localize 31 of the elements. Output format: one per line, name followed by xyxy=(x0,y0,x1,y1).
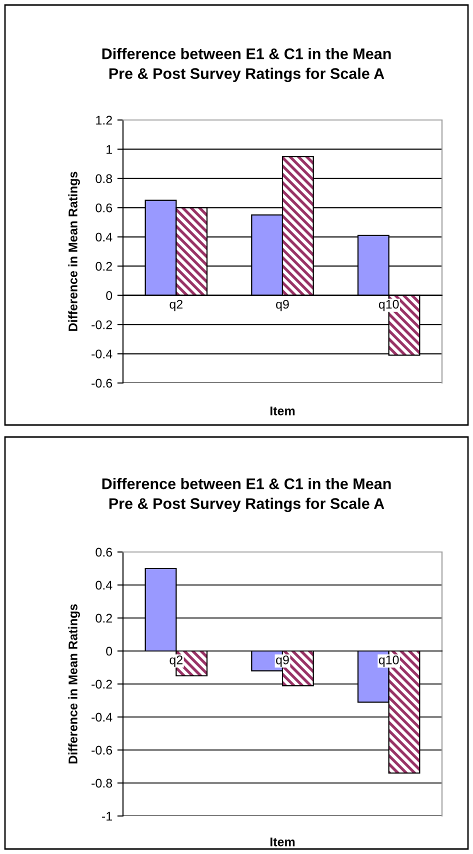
x-axis-title: Item xyxy=(270,406,295,416)
x-tick-label: q10 xyxy=(378,300,399,312)
y-tick-label: 0.2 xyxy=(96,614,112,623)
y-tick-label: 1 xyxy=(106,145,112,154)
y-tick-label: 0.4 xyxy=(96,580,112,590)
y-tick-label: 0.6 xyxy=(96,548,112,557)
y-tick-label: -0.2 xyxy=(92,320,112,330)
chart-title: Difference between E1 & C1 in the Mean Pre & Post Survey Ratings for Scale A xyxy=(102,478,391,512)
y-axis-title: Difference in Mean Ratings xyxy=(68,604,80,764)
y-tick-label: 0.2 xyxy=(96,262,112,271)
y-tick-label: -1 xyxy=(102,812,112,821)
y-tick-label: 0 xyxy=(106,291,112,300)
y-tick-label: -0.4 xyxy=(92,712,112,722)
y-tick-label: -0.4 xyxy=(92,350,112,358)
x-tick-label: q9 xyxy=(276,655,289,667)
x-tick-label: q2 xyxy=(170,300,182,312)
y-axis-title: Difference in Mean Ratings xyxy=(68,172,80,331)
y-tick-label: 1.2 xyxy=(96,116,112,125)
x-tick-label: q9 xyxy=(276,300,289,312)
y-tick-label: -0.6 xyxy=(92,378,112,388)
y-tick-label: 0.6 xyxy=(96,203,112,212)
x-tick-label: q2 xyxy=(170,655,182,667)
chart-title: Difference between E1 & C1 in the Mean Pre & Post Survey Ratings for Scale A xyxy=(102,48,391,82)
y-tick-label: 0.4 xyxy=(96,232,112,242)
y-tick-label: -0.8 xyxy=(92,778,112,788)
x-axis-title: Item xyxy=(270,838,295,846)
x-tick-label: q10 xyxy=(378,655,399,667)
y-tick-label: -0.2 xyxy=(92,680,112,689)
y-tick-label: -0.6 xyxy=(92,746,112,755)
y-tick-label: 0 xyxy=(106,646,112,656)
y-tick-label: 0.8 xyxy=(96,174,112,184)
